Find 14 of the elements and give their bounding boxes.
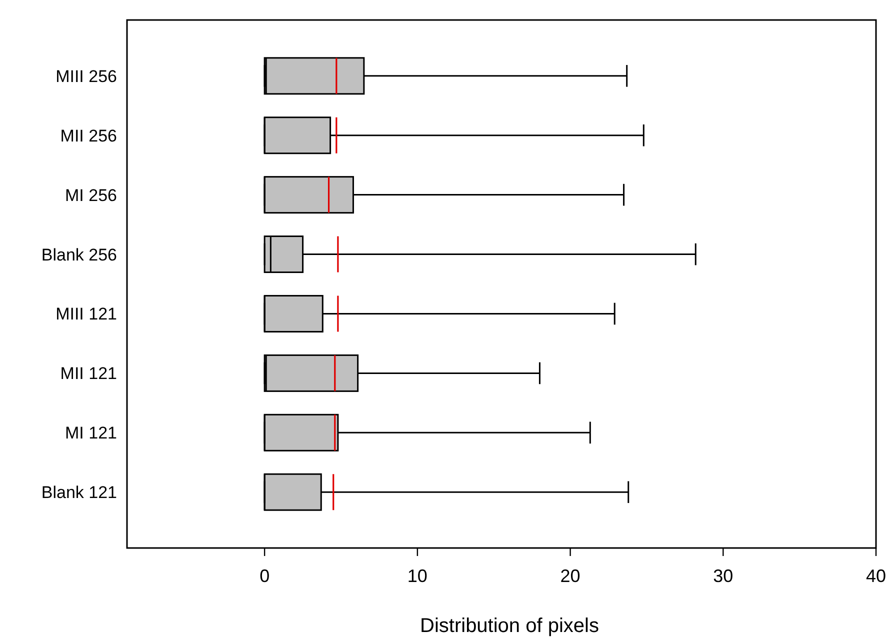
- x-tick-label: 20: [560, 566, 580, 586]
- y-tick-label: Blank 121: [41, 483, 117, 502]
- x-tick-label: 0: [260, 566, 270, 586]
- x-tick-label: 10: [407, 566, 428, 586]
- x-tick-label: 30: [713, 566, 734, 586]
- y-tick-label: MII 121: [60, 364, 117, 384]
- x-tick-label: 40: [866, 566, 886, 586]
- y-tick-label: MI 121: [65, 424, 117, 443]
- y-tick-label: MIII 121: [56, 304, 117, 324]
- y-tick-label: MI 256: [65, 186, 117, 205]
- y-tick-label: MIII 256: [56, 66, 117, 86]
- y-tick-label: Blank 256: [41, 245, 117, 264]
- x-axis-title: Distribution of pixels: [420, 615, 599, 637]
- y-tick-label: MII 256: [60, 126, 117, 146]
